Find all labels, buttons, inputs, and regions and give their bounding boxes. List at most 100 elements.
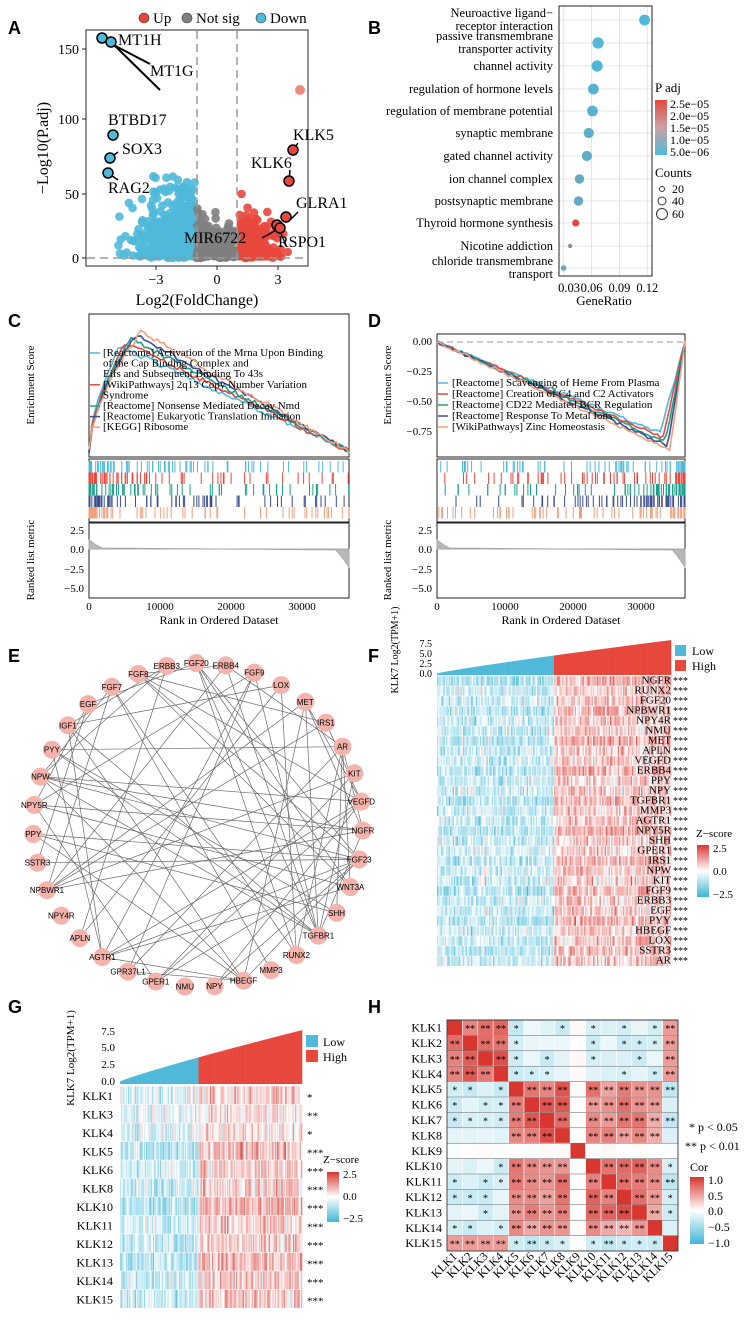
volcano-y-axis: 0 50 100 150 −Log10(P.adj) [35, 43, 86, 267]
c-xtick-0: 0 [86, 601, 92, 613]
network-edge [40, 686, 113, 777]
panel-letter-f: F [368, 646, 379, 666]
y-tick-100: 100 [58, 113, 79, 128]
c-es-ylabel: Enrichment Score [25, 345, 37, 424]
network-node-label: FGF8 [128, 670, 149, 679]
network-node-label: SHH [328, 909, 345, 918]
network-edge [67, 725, 319, 936]
network-edge [111, 686, 297, 956]
network-node-label: SSTR3 [25, 859, 51, 868]
network-node-label: FGF7 [102, 683, 123, 692]
panel-letter-b: B [368, 18, 381, 38]
network-node-label: HBEGF [230, 977, 258, 986]
volcano-y-label: −Log10(P.adj) [35, 102, 52, 194]
volcano-point [164, 224, 174, 234]
c-ranked-metric [88, 539, 350, 569]
network-edge [304, 701, 362, 802]
gene-label-klk6: KLK6 [251, 155, 292, 172]
c-rank-ytick-4: −5.0 [64, 583, 84, 595]
term-dot [592, 37, 604, 49]
c-legend: [Reactome] Activation of the Mrna Upon B… [90, 347, 323, 433]
network-node-label: MET [297, 698, 314, 707]
d-es-ytick-3: −0.50 [407, 396, 433, 408]
volcano-point [237, 189, 246, 199]
volcano-point [211, 207, 220, 217]
volcano-point [115, 249, 125, 258]
network-edge [33, 703, 89, 806]
term-label: postsynaptic membrane [435, 194, 554, 208]
gene-point-btbd17 [107, 129, 119, 141]
volcano-point [179, 192, 189, 202]
volcano-point [162, 173, 171, 182]
panel-letter-d: D [368, 311, 381, 331]
volcano-point [148, 252, 157, 262]
legend-down-label: Down [270, 11, 307, 27]
panel-f-heatmap: F KLK7 Log2(TPM+1) 7.5 5.0 2.5 0.0 NGFRR… [368, 606, 733, 967]
term-dot [583, 127, 594, 139]
counts-legend: Counts 20 40 60 [655, 165, 692, 221]
network-node-label: LOX [273, 681, 290, 690]
term-dot [574, 174, 585, 184]
network-node-label: NPY [206, 982, 223, 991]
y-tick-0: 0 [72, 252, 79, 267]
term-label: Nicotine addiction [460, 239, 553, 253]
gene-label-sox3: SOX3 [122, 141, 162, 158]
term-label: transport [509, 267, 554, 281]
padj-label-5: 5.0e−06 [670, 145, 709, 159]
term-dot [567, 243, 573, 249]
term-dot [572, 219, 580, 227]
y-tick-50: 50 [65, 188, 79, 203]
volcano-legend: Up Not sig Down [138, 11, 307, 27]
network-node-label: TGFBR1 [303, 932, 335, 941]
padj-colorbar [655, 100, 667, 155]
term-label: Neuroactive ligand− [451, 6, 554, 20]
network-node-label: IRS1 [317, 719, 335, 728]
c-rank-ytick-3: −2.5 [64, 564, 84, 576]
x-tick-0: 0 [214, 273, 221, 288]
gene-label-btbd17: BTBD17 [108, 112, 167, 129]
network-edge [111, 686, 272, 971]
volcano-point [295, 85, 305, 95]
d-rank-ytick-4: −5.0 [412, 583, 432, 595]
term-dot [587, 105, 598, 117]
term-dot [560, 265, 567, 271]
term-label: chloride transmembrane [432, 254, 554, 268]
d-rank-ylabel: Ranked list metric [382, 520, 394, 601]
network-edge [33, 833, 244, 981]
d-es-ytick-1: 0.00 [413, 336, 433, 348]
network-node-label: FGF23 [347, 855, 372, 864]
padj-legend-title: P adj [655, 80, 681, 95]
d-rank-area [436, 539, 686, 569]
c-xtick-20000: 20000 [217, 601, 245, 613]
gene-point-klk5 [287, 144, 299, 156]
panel-letter-a: A [8, 18, 21, 38]
network-node-label: PPY [25, 830, 42, 839]
network-node-label: EGF [80, 700, 97, 709]
gene-point-rag2 [102, 167, 114, 179]
term-label: gated channel activity [443, 149, 553, 163]
network-edge [40, 776, 244, 981]
network-node-label: NPBWR1 [30, 886, 65, 895]
d-hit-bars [437, 461, 686, 519]
volcano-point [173, 184, 183, 194]
volcano-points [114, 85, 305, 263]
volcano-gene-labels: MT1H MT1G BTBD17 SOX3 RAG2 KLK5 KLK6 GLR… [96, 32, 348, 251]
volcano-point [249, 219, 258, 228]
network-edge [155, 801, 362, 982]
gene-label-rag2: RAG2 [108, 180, 150, 197]
network-node-label: GPR37L1 [110, 968, 146, 977]
term-dot [588, 83, 599, 95]
network-edge [127, 672, 255, 972]
d-ranked-metric [436, 539, 686, 569]
d-es-ytick-4: −0.75 [407, 426, 433, 438]
panel-letter-c: C [8, 311, 21, 331]
c-xlabel: Rank in Ordered Dataset [160, 613, 280, 627]
x-tick-3: 3 [275, 273, 282, 288]
network-node-label: FGF9 [244, 669, 265, 678]
volcano-point [211, 214, 220, 223]
term-label: synaptic membrane [455, 126, 553, 140]
c-rank-ytick-1: 2.5 [70, 525, 84, 537]
volcano-point [147, 230, 157, 240]
volcano-point [114, 241, 123, 250]
